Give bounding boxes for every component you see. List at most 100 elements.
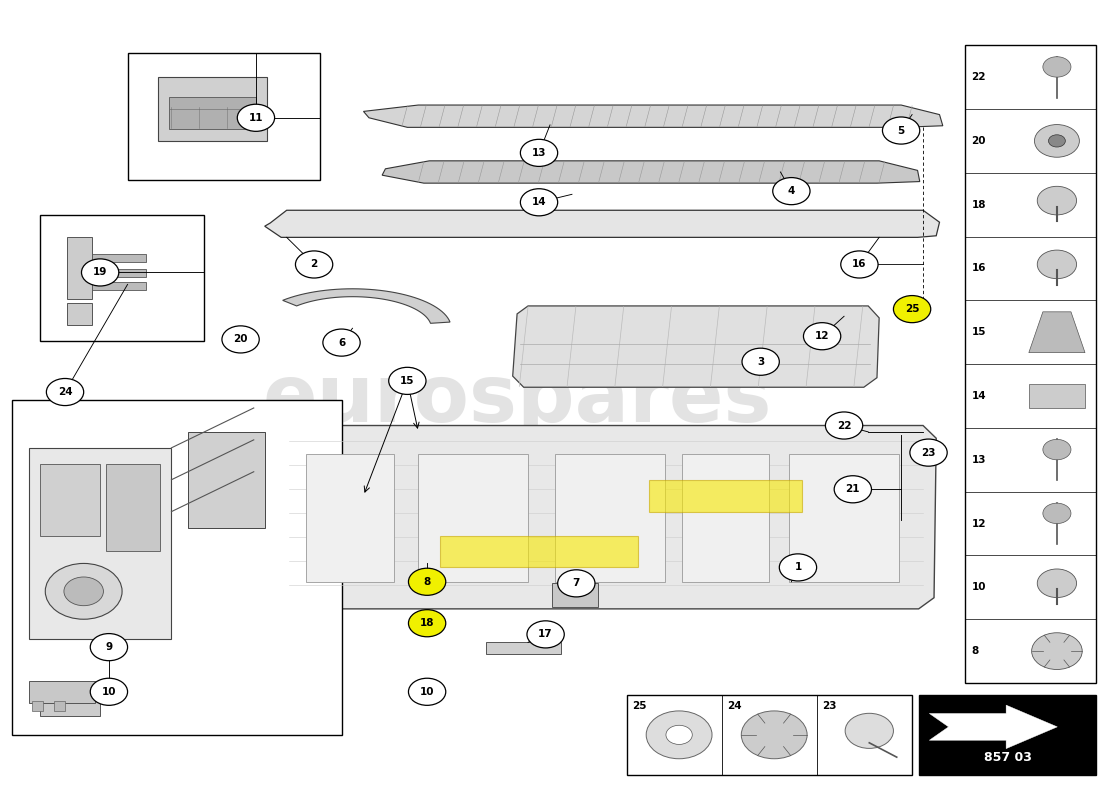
- Circle shape: [741, 711, 807, 758]
- Polygon shape: [283, 289, 450, 323]
- Text: 11: 11: [249, 113, 263, 122]
- Text: 12: 12: [971, 518, 986, 529]
- Text: a passion for parts since 1985: a passion for parts since 1985: [316, 484, 718, 508]
- Circle shape: [408, 678, 446, 706]
- Text: 13: 13: [971, 454, 986, 465]
- Circle shape: [1048, 134, 1065, 147]
- Bar: [157, 77, 267, 141]
- Circle shape: [1043, 57, 1071, 77]
- Circle shape: [1032, 633, 1082, 670]
- Bar: [552, 583, 598, 607]
- Bar: [789, 454, 899, 582]
- Polygon shape: [513, 306, 879, 387]
- Text: 10: 10: [101, 686, 117, 697]
- Circle shape: [910, 439, 947, 466]
- Circle shape: [222, 326, 260, 353]
- Circle shape: [520, 189, 558, 216]
- Circle shape: [825, 412, 862, 439]
- Circle shape: [64, 577, 103, 606]
- Bar: [12, 400, 341, 735]
- Text: 20: 20: [233, 334, 248, 345]
- Bar: [440, 535, 638, 567]
- Text: 17: 17: [538, 630, 553, 639]
- Circle shape: [845, 714, 893, 748]
- Text: 21: 21: [846, 484, 860, 494]
- Circle shape: [834, 476, 871, 503]
- Circle shape: [779, 554, 816, 581]
- Text: 2: 2: [310, 259, 318, 270]
- Bar: [307, 454, 394, 582]
- Bar: [32, 702, 43, 711]
- Text: 23: 23: [823, 702, 837, 711]
- Circle shape: [646, 711, 712, 758]
- Text: 13: 13: [531, 148, 547, 158]
- Text: 23: 23: [922, 448, 936, 458]
- Text: 20: 20: [971, 136, 986, 146]
- Text: eurospares: eurospares: [262, 361, 772, 439]
- Text: 24: 24: [727, 702, 742, 711]
- Text: 9: 9: [106, 642, 112, 652]
- Circle shape: [1037, 250, 1077, 278]
- Text: 16: 16: [852, 259, 867, 270]
- Text: 3: 3: [757, 357, 764, 366]
- Bar: [486, 642, 561, 654]
- Text: 16: 16: [971, 263, 986, 274]
- Bar: [40, 215, 205, 341]
- Circle shape: [408, 568, 446, 595]
- Text: 22: 22: [971, 72, 986, 82]
- Circle shape: [882, 117, 920, 144]
- Polygon shape: [276, 426, 936, 609]
- Text: 12: 12: [815, 331, 829, 342]
- Circle shape: [90, 634, 128, 661]
- Text: 10: 10: [971, 582, 986, 592]
- Text: 18: 18: [420, 618, 434, 628]
- Polygon shape: [363, 105, 943, 127]
- Text: 14: 14: [531, 198, 547, 207]
- Polygon shape: [930, 705, 1057, 749]
- Circle shape: [323, 329, 360, 356]
- Polygon shape: [1028, 312, 1085, 353]
- Text: 8: 8: [424, 577, 431, 586]
- Circle shape: [803, 322, 840, 350]
- Circle shape: [772, 178, 810, 205]
- Bar: [29, 448, 172, 639]
- Polygon shape: [265, 210, 939, 238]
- Text: 4: 4: [788, 186, 795, 196]
- Text: 14: 14: [971, 391, 986, 401]
- Circle shape: [238, 104, 275, 131]
- Circle shape: [1037, 569, 1077, 598]
- Circle shape: [1034, 125, 1079, 158]
- Circle shape: [558, 570, 595, 597]
- Circle shape: [527, 621, 564, 648]
- Bar: [627, 695, 912, 774]
- Circle shape: [742, 348, 779, 375]
- Circle shape: [893, 295, 931, 322]
- Circle shape: [840, 251, 878, 278]
- Circle shape: [45, 563, 122, 619]
- Circle shape: [666, 726, 692, 744]
- Bar: [92, 254, 146, 262]
- Circle shape: [46, 378, 84, 406]
- Text: 22: 22: [837, 421, 851, 430]
- Circle shape: [1043, 503, 1071, 523]
- Bar: [106, 464, 161, 551]
- Bar: [40, 464, 100, 535]
- Bar: [556, 454, 666, 582]
- Bar: [918, 695, 1097, 774]
- Polygon shape: [382, 161, 920, 183]
- Bar: [682, 454, 769, 582]
- Bar: [418, 454, 528, 582]
- Bar: [188, 432, 265, 527]
- Circle shape: [81, 259, 119, 286]
- Text: 15: 15: [400, 376, 415, 386]
- Circle shape: [1037, 186, 1077, 215]
- Bar: [92, 282, 146, 290]
- Bar: [965, 46, 1097, 683]
- Text: 18: 18: [971, 200, 986, 210]
- Bar: [29, 681, 95, 703]
- Bar: [40, 698, 100, 716]
- Bar: [128, 54, 320, 180]
- Text: 19: 19: [94, 267, 108, 278]
- Text: 857 03: 857 03: [983, 750, 1032, 764]
- Text: 6: 6: [338, 338, 345, 347]
